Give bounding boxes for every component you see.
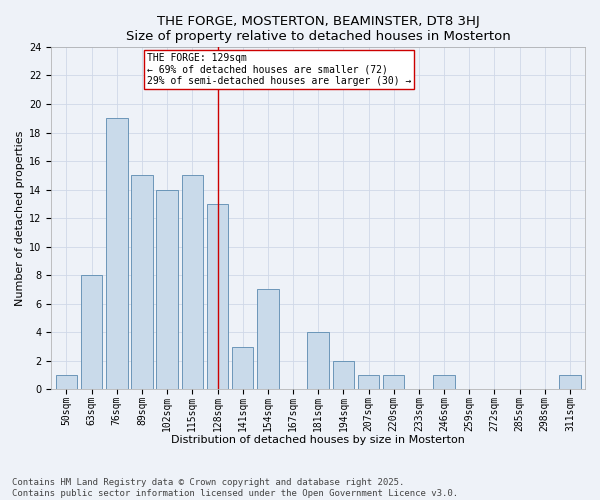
Y-axis label: Number of detached properties: Number of detached properties xyxy=(15,130,25,306)
Bar xyxy=(332,361,354,390)
Bar xyxy=(433,375,455,390)
Bar xyxy=(383,375,404,390)
Bar xyxy=(56,375,77,390)
Text: THE FORGE: 129sqm
← 69% of detached houses are smaller (72)
29% of semi-detached: THE FORGE: 129sqm ← 69% of detached hous… xyxy=(147,52,412,86)
Bar xyxy=(157,190,178,390)
Bar xyxy=(232,346,253,390)
Title: THE FORGE, MOSTERTON, BEAMINSTER, DT8 3HJ
Size of property relative to detached : THE FORGE, MOSTERTON, BEAMINSTER, DT8 3H… xyxy=(126,15,511,43)
Bar xyxy=(182,176,203,390)
Bar xyxy=(257,290,278,390)
Bar xyxy=(207,204,228,390)
Bar xyxy=(358,375,379,390)
Bar xyxy=(559,375,581,390)
Text: Contains HM Land Registry data © Crown copyright and database right 2025.
Contai: Contains HM Land Registry data © Crown c… xyxy=(12,478,458,498)
Bar xyxy=(81,275,103,390)
X-axis label: Distribution of detached houses by size in Mosterton: Distribution of detached houses by size … xyxy=(171,435,465,445)
Bar xyxy=(131,176,152,390)
Bar xyxy=(307,332,329,390)
Bar xyxy=(106,118,128,390)
